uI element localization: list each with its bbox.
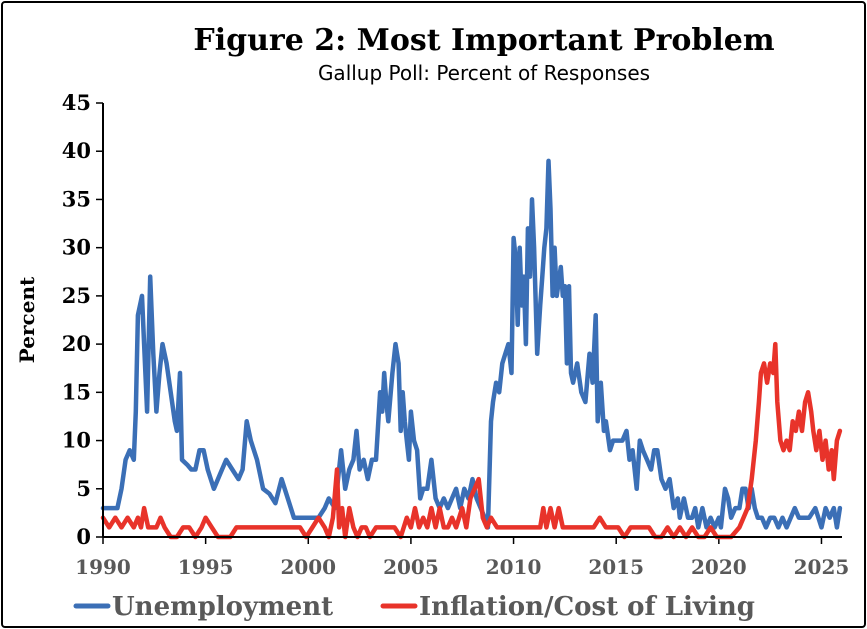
chart-title: Figure 2: Most Important Problem [193,23,774,58]
x-tick-label: 2000 [280,555,336,579]
x-tick-label: 2015 [588,555,644,579]
legend: Unemployment Inflation/Cost of Living [73,592,755,622]
legend-label-inflation: Inflation/Cost of Living [419,592,755,622]
y-tick-label: 35 [62,186,91,211]
x-axis: 1990 1995 2000 2005 2010 2015 2020 2025 [75,537,849,579]
axes-lines [102,103,842,538]
x-tick-label: 2025 [794,555,850,579]
series-line-inflation [100,341,843,540]
y-tick-label: 10 [62,428,91,453]
chart-subtitle: Gallup Poll: Percent of Responses [318,61,650,85]
y-tick-label: 0 [76,524,91,549]
y-tick-label: 20 [62,331,91,356]
x-tick-label: 2020 [691,555,747,579]
series-line-unemployment [100,158,843,530]
x-tick-label: 2005 [383,555,439,579]
legend-label-unemployment: Unemployment [112,592,333,622]
y-tick-label: 25 [62,283,91,308]
y-tick-label: 30 [62,235,91,260]
x-tick-label: 2010 [486,555,542,579]
y-tick-label: 40 [62,138,91,163]
x-tick-label: 1990 [75,555,131,579]
y-tick-label: 15 [62,379,91,404]
y-axis-label: Percent [15,276,39,363]
y-tick-label: 5 [76,476,91,501]
y-axis: 0 5 10 15 20 25 30 35 40 45 [62,90,103,549]
series-group [100,158,843,540]
y-tick-label: 45 [62,90,91,115]
x-tick-label: 1995 [178,555,234,579]
